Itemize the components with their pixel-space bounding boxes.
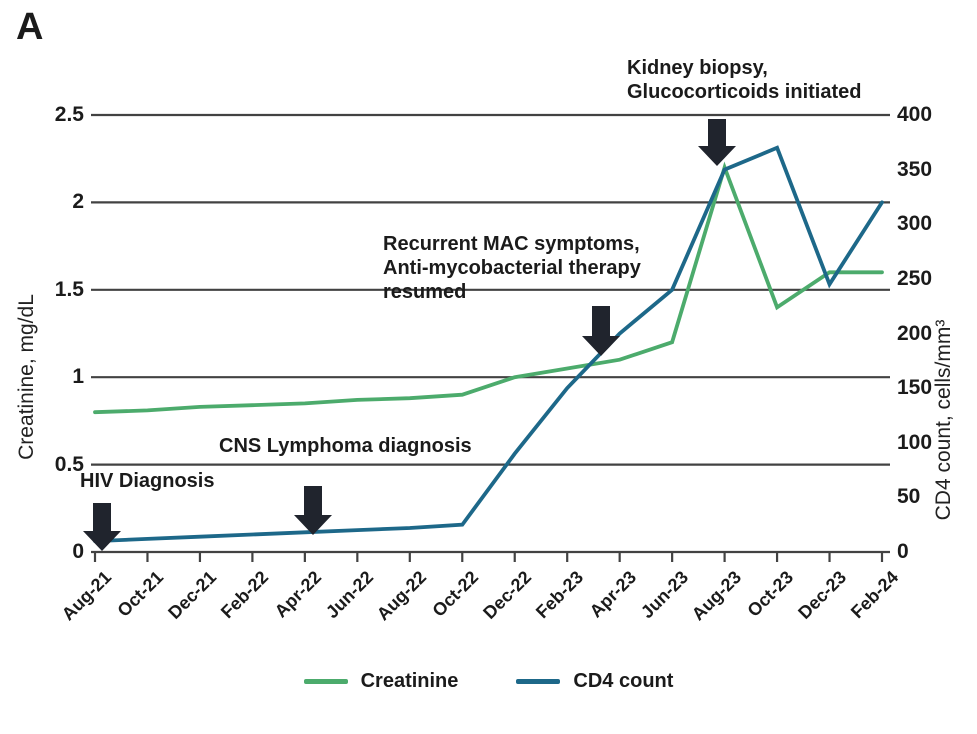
y-tick-label-left: 1.5 [54, 277, 84, 301]
event-arrow-icon [582, 306, 620, 356]
series-line-creatinine [93, 161, 884, 415]
annotation-text: Kidney biopsy, Glucocorticoids initiated [627, 57, 862, 103]
y-tick-label-right: 150 [897, 376, 933, 400]
y-tick-label-left: 2.5 [54, 103, 84, 126]
annotation-text: CNS Lymphoma diagnosis [219, 435, 472, 457]
annotation-text: HIV Diagnosis [80, 470, 215, 492]
y-tick-label-right: 250 [897, 266, 933, 290]
y-tick-label-left: 0 [72, 540, 84, 563]
y-tick-label-right: 100 [897, 430, 933, 454]
y-tick-label-right: 200 [897, 321, 933, 345]
y-tick-label-left: 0.5 [54, 452, 84, 476]
legend-label-cd4-count: CD4 count [573, 670, 674, 692]
left-axis-title: Creatinine, mg/dL [15, 294, 38, 460]
y-tick-label-left: 2 [72, 190, 84, 214]
y-tick-label-right: 0 [897, 540, 909, 563]
creatinine-line-swatch [303, 679, 348, 684]
event-arrow-icon [83, 503, 121, 551]
series-line-cd4-count [93, 145, 884, 543]
y-tick-label-right: 50 [897, 485, 921, 509]
y-tick-label-left: 1 [72, 365, 84, 389]
y-tick-label-right: 400 [897, 103, 933, 126]
annotation-text: Recurrent MAC symptoms, Anti-mycobacteri… [383, 233, 641, 303]
legend-item-cd4-count: CD4 count [516, 670, 673, 693]
right-axis-title: CD4 count, cells/mm³ [932, 319, 955, 521]
event-arrow-icon [698, 119, 736, 166]
legend-item-creatinine: Creatinine [303, 670, 459, 693]
event-arrow-icon [294, 486, 332, 535]
cd4-count-line-swatch [516, 679, 561, 684]
panel-label: A [16, 6, 44, 48]
legend-label-creatinine: Creatinine [360, 670, 459, 692]
legend: Creatinine CD4 count [0, 670, 977, 693]
y-tick-label-right: 350 [897, 157, 933, 181]
y-tick-label-right: 300 [897, 212, 933, 236]
